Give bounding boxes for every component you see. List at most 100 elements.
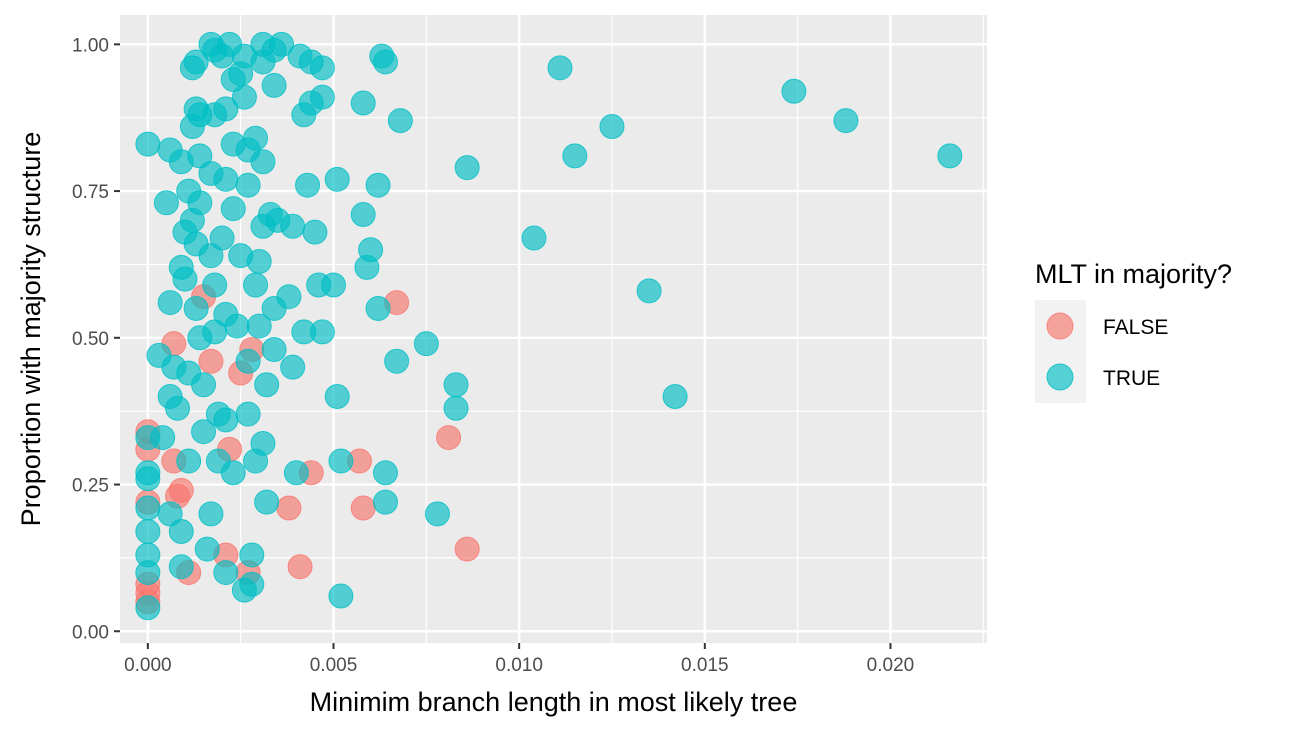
point-true (213, 96, 239, 122)
point-true (662, 384, 688, 409)
point-true (261, 337, 287, 363)
point-true (387, 108, 413, 134)
point-true (202, 272, 228, 298)
point-true (183, 295, 209, 321)
legend-key-true (1046, 363, 1074, 391)
point-true (328, 448, 354, 474)
point-true (384, 348, 410, 374)
point-true (521, 225, 547, 251)
point-true (235, 172, 261, 198)
point-true (443, 372, 469, 398)
legend-label-false: FALSE (1103, 316, 1168, 339)
point-true (209, 225, 235, 251)
point-true (424, 501, 450, 527)
point-true (243, 125, 269, 151)
legend-label-true: TRUE (1103, 367, 1160, 390)
point-true (187, 190, 213, 216)
point-true (413, 331, 439, 357)
point-true (224, 313, 250, 339)
point-true (280, 354, 306, 380)
x-tick-label: 0.020 (867, 655, 915, 676)
point-true (198, 501, 224, 527)
point-true (324, 166, 350, 192)
point-true (246, 249, 272, 274)
x-axis: 0.000 0.005 0.010 0.015 0.020 (124, 643, 914, 676)
point-true (168, 554, 194, 580)
point-false (198, 348, 224, 374)
point-true (135, 560, 161, 586)
y-tick-label: 0.75 (72, 182, 109, 203)
point-true (280, 213, 306, 239)
point-true (283, 460, 309, 486)
y-tick-label: 0.50 (72, 329, 109, 350)
point-true (135, 495, 161, 521)
point-true (168, 518, 194, 544)
point-true (172, 266, 198, 292)
point-true (235, 401, 261, 427)
point-true (276, 284, 302, 310)
point-true (636, 278, 662, 304)
y-axis: 0.00 0.25 0.50 0.75 1.00 (72, 35, 120, 643)
point-true (254, 489, 280, 515)
point-true (309, 319, 335, 345)
legend-title: MLT in majority? (1035, 259, 1232, 289)
point-true (350, 202, 376, 228)
x-axis-title: Minimim branch length in most likely tre… (310, 687, 798, 717)
point-true (213, 560, 239, 586)
point-true (365, 172, 391, 198)
point-true (135, 595, 161, 621)
point-true (372, 49, 398, 75)
point-false (350, 495, 376, 521)
point-true (302, 219, 328, 245)
point-true (135, 131, 161, 157)
data-points (135, 31, 963, 621)
point-true (350, 90, 376, 116)
legend-key-false (1046, 312, 1074, 340)
point-true (261, 72, 287, 98)
point-true (269, 31, 295, 57)
point-true (372, 489, 398, 515)
legend: MLT in majority? FALSE TRUE (1035, 259, 1232, 403)
point-false (168, 477, 194, 503)
point-true (328, 583, 354, 609)
point-true (372, 460, 398, 486)
point-true (194, 536, 220, 562)
point-true (157, 290, 183, 316)
y-tick-label: 1.00 (72, 35, 109, 56)
point-true (454, 155, 480, 181)
point-true (324, 384, 350, 409)
point-false (454, 536, 480, 562)
point-true (599, 114, 625, 140)
point-true (358, 237, 384, 263)
point-true (239, 571, 265, 597)
point-true (191, 419, 217, 445)
point-true (153, 190, 179, 216)
point-true (176, 448, 202, 474)
y-tick-label: 0.25 (72, 476, 109, 497)
point-true (562, 143, 588, 169)
point-true (781, 78, 807, 104)
point-true (365, 295, 391, 321)
point-true (239, 542, 265, 568)
point-true (321, 272, 346, 298)
point-true (235, 348, 261, 374)
point-true (135, 518, 161, 544)
point-true (150, 425, 176, 451)
point-true (937, 143, 963, 169)
point-true (250, 430, 276, 456)
point-true (547, 55, 573, 81)
point-true (250, 149, 276, 175)
point-false (287, 554, 313, 580)
point-true (443, 395, 469, 421)
point-true (135, 466, 161, 492)
point-false (436, 425, 462, 451)
point-true (309, 55, 335, 81)
x-tick-label: 0.010 (495, 655, 543, 676)
point-true (165, 395, 191, 421)
point-true (220, 460, 246, 486)
y-tick-label: 0.00 (72, 622, 109, 643)
point-true (254, 372, 280, 398)
point-true (220, 196, 246, 222)
point-true (183, 49, 209, 75)
